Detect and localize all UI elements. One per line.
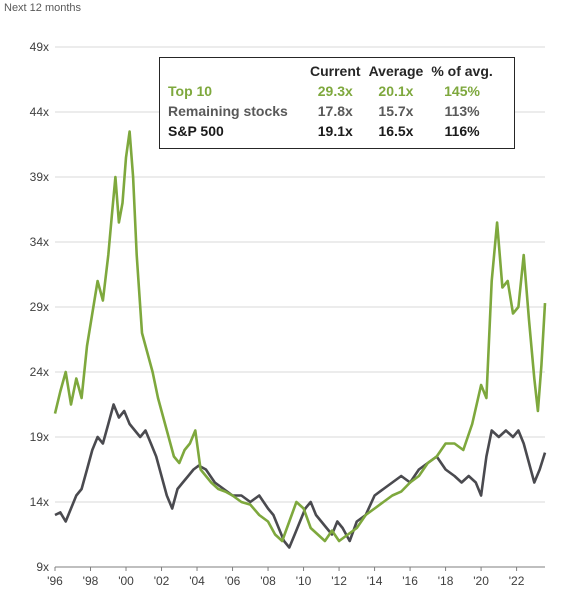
legend-row-top10: Top 10 29.3x 20.1x 145%: [164, 81, 497, 101]
header-average: Average: [368, 63, 424, 79]
y-tick-label: 14x: [30, 495, 49, 509]
legend-table: Current Average % of avg. Top 10 29.3x 2…: [159, 57, 515, 149]
series-lines: [53, 130, 547, 549]
row-current: 29.3x: [317, 83, 353, 99]
y-tick-label: 44x: [30, 105, 49, 119]
y-axis-ticks: 9x 14x 19x 24x 29x 34x 39x 44x 49x: [30, 40, 49, 574]
y-tick-label: 19x: [30, 430, 49, 444]
header-pct-of-avg: % of avg.: [431, 63, 493, 79]
x-tick-label: '02: [154, 574, 170, 588]
x-tick-label: '06: [225, 574, 241, 588]
x-tick-label: '16: [402, 574, 418, 588]
row-pct: 145%: [444, 83, 480, 99]
y-tick-label: 24x: [30, 365, 49, 379]
header-current: Current: [310, 63, 361, 79]
x-tick-label: '08: [260, 574, 276, 588]
legend-row-remaining: Remaining stocks 17.8x 15.7x 113%: [164, 101, 497, 121]
x-tick-label: '14: [367, 574, 383, 588]
y-tick-label: 39x: [30, 170, 49, 184]
x-tick-label: '10: [296, 574, 312, 588]
row-label: Remaining stocks: [168, 103, 288, 119]
x-axis-ticks: '96 '98 '00 '02 '04 '06 '08 '10 '12 '14 '16 '18 '20 '…: [47, 567, 525, 588]
row-pct: 113%: [444, 103, 480, 119]
grid-lines: [55, 46, 545, 568]
row-pct: 116%: [444, 123, 480, 139]
row-current: 19.1x: [317, 123, 353, 139]
chart-subtitle: Next 12 months: [4, 2, 82, 14]
series-line-top-10: [53, 130, 547, 543]
x-tick-label: '20: [473, 574, 489, 588]
series-line-remaining-stocks: [54, 403, 547, 549]
row-average: 20.1x: [378, 83, 414, 99]
row-average: 15.7x: [378, 103, 414, 119]
row-average: 16.5x: [378, 123, 414, 139]
x-tick-label: '18: [438, 574, 454, 588]
row-label: Top 10: [168, 83, 213, 99]
y-tick-label: 34x: [30, 235, 49, 249]
legend-header-row: Current Average % of avg.: [164, 61, 497, 81]
legend-row-sp500: S&P 500 19.1x 16.5x 116%: [164, 121, 497, 141]
x-tick-label: '12: [331, 574, 347, 588]
y-tick-label: 29x: [30, 300, 49, 314]
row-current: 17.8x: [317, 103, 353, 119]
x-tick-label: '96: [47, 574, 63, 588]
x-tick-label: '98: [83, 574, 99, 588]
y-tick-label: 9x: [36, 560, 49, 574]
x-tick-label: '22: [509, 574, 525, 588]
y-tick-label: 49x: [30, 40, 49, 54]
x-tick-label: '00: [118, 574, 134, 588]
row-label: S&P 500: [168, 123, 224, 139]
x-tick-label: '04: [189, 574, 205, 588]
